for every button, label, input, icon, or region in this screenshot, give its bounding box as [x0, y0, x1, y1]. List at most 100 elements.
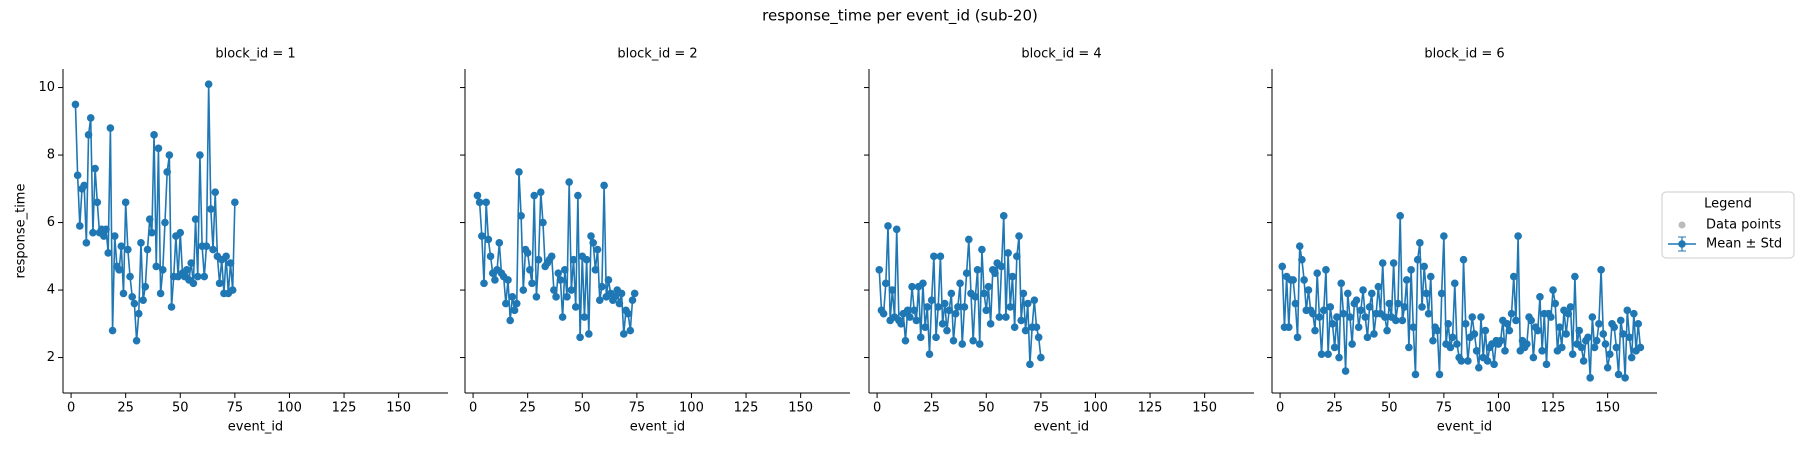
- point: [962, 269, 971, 277]
- x-tick-label: 100: [1486, 401, 1511, 416]
- point: [1433, 326, 1442, 335]
- point: [478, 232, 486, 240]
- point: [569, 255, 578, 264]
- point: [1413, 255, 1422, 264]
- point: [515, 168, 523, 176]
- point: [1385, 299, 1394, 308]
- point: [1509, 272, 1518, 281]
- point: [526, 266, 534, 274]
- point: [556, 276, 565, 284]
- x-tick-label: 75: [1436, 401, 1453, 416]
- point: [1309, 309, 1317, 318]
- legend-label: Mean ± Std: [1706, 237, 1782, 252]
- point: [1010, 323, 1019, 331]
- point: [502, 299, 510, 308]
- point: [1450, 279, 1459, 288]
- x-tick-label: 125: [734, 401, 759, 416]
- x-tick-label: 25: [117, 401, 134, 416]
- point: [491, 276, 499, 284]
- point: [1547, 313, 1555, 321]
- point: [1291, 299, 1300, 308]
- point: [1021, 326, 1030, 335]
- point: [1333, 313, 1341, 321]
- x-tick-label: 150: [1595, 401, 1620, 416]
- point: [139, 296, 147, 304]
- point: [940, 299, 949, 308]
- point: [624, 309, 632, 318]
- point: [504, 276, 512, 284]
- point: [1575, 326, 1584, 335]
- point: [154, 144, 163, 153]
- point: [1324, 350, 1332, 358]
- point: [628, 296, 637, 304]
- point: [571, 303, 580, 311]
- point: [102, 225, 110, 234]
- point: [1571, 272, 1579, 281]
- point: [1006, 303, 1015, 311]
- point: [997, 262, 1006, 271]
- x-tick-label: 75: [227, 401, 244, 416]
- point: [991, 269, 999, 277]
- point: [1367, 289, 1376, 298]
- x-tick-label: 25: [1326, 401, 1343, 416]
- point: [1416, 239, 1424, 247]
- point: [480, 279, 488, 288]
- x-tick-label: 0: [873, 401, 881, 416]
- point: [1017, 316, 1026, 325]
- point: [1512, 316, 1520, 325]
- point: [882, 279, 890, 288]
- point: [906, 313, 914, 321]
- point: [76, 222, 84, 230]
- point: [1402, 276, 1411, 284]
- point: [1429, 336, 1437, 345]
- point: [519, 286, 528, 294]
- point: [115, 266, 123, 274]
- point: [1032, 323, 1041, 331]
- point: [1584, 333, 1592, 342]
- point: [231, 198, 239, 207]
- point: [1357, 306, 1365, 315]
- point: [1030, 296, 1039, 304]
- point: [89, 228, 97, 237]
- point: [1409, 323, 1418, 331]
- point: [591, 266, 600, 274]
- point: [510, 306, 519, 315]
- point: [126, 272, 134, 281]
- point: [626, 326, 635, 335]
- point: [108, 326, 117, 335]
- point: [539, 218, 547, 227]
- point: [875, 266, 884, 274]
- point: [600, 181, 608, 190]
- point: [484, 235, 493, 244]
- point: [1564, 309, 1573, 318]
- point: [986, 320, 995, 328]
- point: [585, 330, 593, 338]
- point: [196, 151, 204, 159]
- point: [1523, 340, 1531, 348]
- point: [1298, 255, 1306, 264]
- point: [1411, 370, 1420, 379]
- y-tick-label: 6: [47, 215, 55, 230]
- point: [523, 249, 532, 257]
- point: [560, 266, 569, 274]
- point: [582, 255, 591, 264]
- point: [161, 218, 169, 227]
- point: [1603, 363, 1612, 372]
- point: [1470, 330, 1479, 338]
- point: [506, 316, 515, 325]
- x-tick-label: 75: [629, 401, 646, 416]
- point: [536, 188, 545, 196]
- point: [589, 239, 597, 247]
- point: [1634, 320, 1643, 328]
- point: [1475, 363, 1483, 372]
- panel-title: block_id = 2: [617, 47, 697, 62]
- point: [975, 340, 984, 348]
- point: [528, 279, 536, 288]
- point: [969, 336, 977, 345]
- point: [132, 336, 141, 345]
- point: [1383, 326, 1391, 335]
- point: [158, 266, 167, 274]
- point: [897, 320, 905, 328]
- point: [949, 336, 958, 345]
- point: [104, 249, 113, 257]
